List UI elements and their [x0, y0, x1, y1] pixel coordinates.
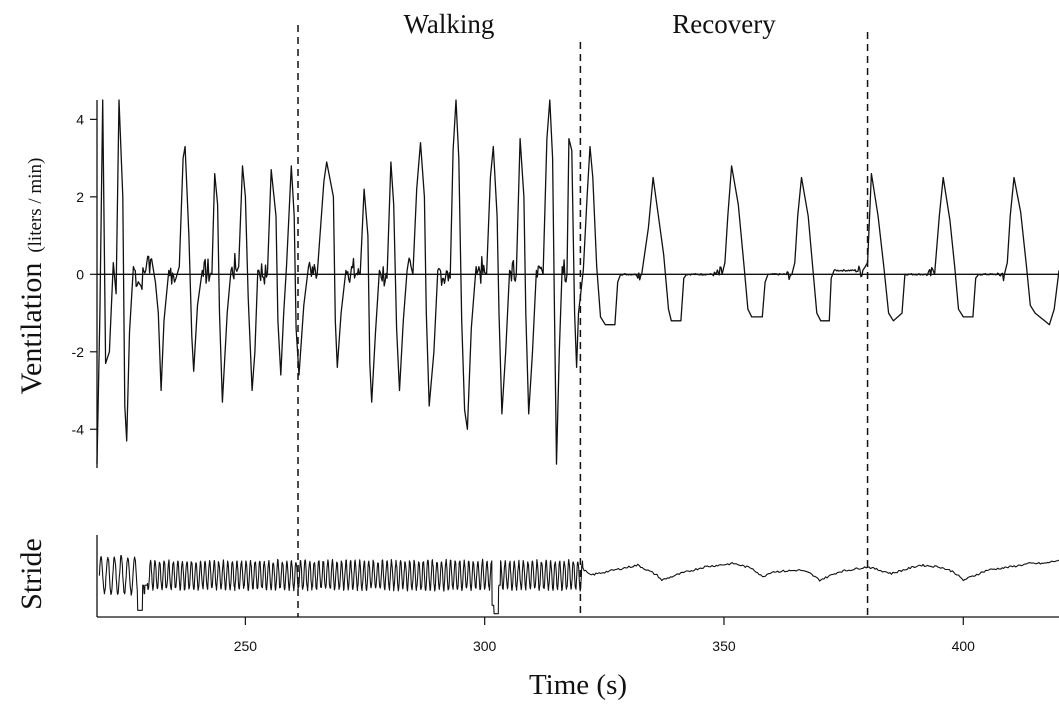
ventilation-y-label-main: Ventilation — [15, 263, 48, 395]
stride-panel: Stride — [15, 535, 1059, 617]
stride-trace — [98, 554, 1059, 615]
x-axis-tick-label: 250 — [234, 638, 258, 654]
ventilation-y-ticks: 4 2 0 -2 -4 — [72, 111, 97, 437]
ventilation-y-label-unit: (liters / min) — [25, 158, 46, 253]
x-axis: 250 300 350 400 Time (s) — [97, 616, 1059, 701]
ventilation-y-tick-label: -2 — [72, 344, 85, 360]
x-axis-tick-label: 300 — [473, 638, 497, 654]
phase-label-recovery: Recovery — [672, 9, 776, 39]
ventilation-trace — [96, 99, 1059, 465]
ventilation-y-tick-label: 4 — [76, 111, 84, 127]
phase-label-walking: Walking — [404, 9, 495, 39]
x-axis-ticks: 250 300 350 400 — [234, 617, 975, 654]
phase-boundaries — [297, 25, 869, 617]
ventilation-panel: 4 2 0 -2 -4 Ventilation (liters / min) — [15, 99, 1059, 468]
ventilation-y-tick-label: 0 — [76, 266, 84, 282]
x-axis-tick-label: 350 — [712, 638, 736, 654]
stride-y-label: Stride — [15, 538, 48, 610]
ventilation-y-label: Ventilation (liters / min) — [15, 158, 48, 395]
ventilation-y-tick-label: 2 — [76, 189, 84, 205]
x-axis-label: Time (s) — [529, 669, 627, 701]
ventilation-y-tick-label: -4 — [72, 421, 85, 437]
x-axis-tick-label: 400 — [952, 638, 976, 654]
